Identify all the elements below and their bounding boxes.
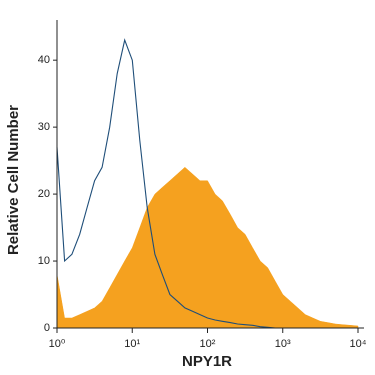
y-axis-title: Relative Cell Number bbox=[5, 105, 22, 255]
x-tick-label: 10¹ bbox=[124, 338, 140, 350]
x-axis-title: NPY1R bbox=[182, 353, 232, 370]
x-tick-label: 10⁰ bbox=[49, 338, 66, 350]
x-tick-label: 10⁴ bbox=[350, 338, 367, 350]
y-tick-label: 30 bbox=[38, 121, 50, 133]
y-tick-label: 10 bbox=[38, 255, 50, 267]
y-tick-label: 20 bbox=[38, 188, 50, 200]
y-tick-label: 0 bbox=[44, 322, 50, 334]
x-tick-label: 10² bbox=[200, 338, 216, 350]
x-tick-label: 10³ bbox=[275, 338, 291, 350]
y-tick-label: 40 bbox=[38, 54, 50, 66]
histogram-area bbox=[56, 166, 359, 329]
